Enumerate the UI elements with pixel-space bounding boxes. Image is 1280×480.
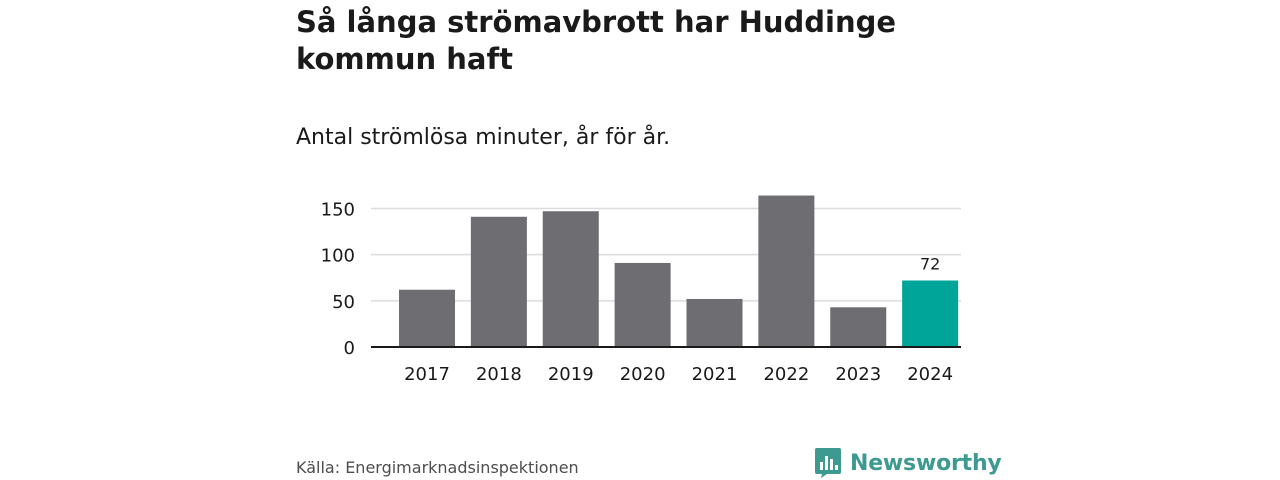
x-tick-label: 2024 <box>907 364 953 385</box>
x-tick-label: 2021 <box>692 364 738 385</box>
bar-2021 <box>686 298 743 347</box>
bar-2022 <box>758 195 815 347</box>
x-tick-label: 2019 <box>548 364 594 385</box>
bar-2017 <box>399 289 455 347</box>
chart-title: Så långa strömavbrott har Huddinge kommu… <box>296 5 897 76</box>
bars <box>399 195 959 347</box>
y-tick-label: 50 <box>332 292 355 313</box>
y-axis-ticks: 0 50 100 150 <box>321 199 355 359</box>
bar-chart-logo-icon <box>815 448 841 478</box>
brand-name: Newsworthy <box>850 450 1002 476</box>
chart-subtitle: Antal strömlösa minuter, år för år. <box>296 125 671 150</box>
source-note: Källa: Energimarknadsinspektionen <box>296 458 579 477</box>
bar-chart: 0 50 100 150 72 2017 2018 2019 2020 2021 2022 202… <box>321 195 961 385</box>
bar-2018 <box>470 216 527 347</box>
x-axis-ticks: 2017 2018 2019 2020 2021 2022 2023 2024 <box>404 364 953 385</box>
bar-2020 <box>614 262 671 347</box>
x-tick-label: 2018 <box>476 364 522 385</box>
y-tick-label: 0 <box>344 338 355 359</box>
brand-logo: Newsworthy <box>814 446 1002 480</box>
data-labels: 72 <box>920 255 940 274</box>
bar-2019 <box>542 211 599 347</box>
y-tick-label: 150 <box>321 199 355 220</box>
data-label: 72 <box>920 255 940 274</box>
x-tick-label: 2022 <box>763 364 809 385</box>
x-tick-label: 2023 <box>835 364 881 385</box>
bar-2024 <box>902 280 959 347</box>
y-tick-label: 100 <box>321 246 355 267</box>
bar-2023 <box>830 307 887 347</box>
x-tick-label: 2020 <box>620 364 666 385</box>
x-tick-label: 2017 <box>404 364 450 385</box>
